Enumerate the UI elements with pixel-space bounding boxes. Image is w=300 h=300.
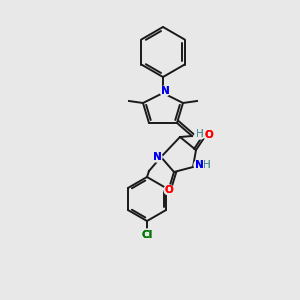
Text: N: N bbox=[195, 160, 203, 170]
Circle shape bbox=[141, 229, 153, 241]
Circle shape bbox=[204, 130, 214, 140]
Circle shape bbox=[164, 185, 174, 195]
Text: H: H bbox=[196, 129, 204, 139]
Text: N: N bbox=[160, 86, 169, 96]
Circle shape bbox=[195, 129, 205, 139]
Text: N: N bbox=[195, 160, 203, 170]
Text: O: O bbox=[165, 185, 173, 195]
Text: N: N bbox=[160, 86, 169, 96]
Text: N: N bbox=[153, 152, 161, 162]
Text: Cl: Cl bbox=[141, 230, 153, 240]
Text: O: O bbox=[205, 130, 213, 140]
Text: Cl: Cl bbox=[141, 230, 153, 240]
Circle shape bbox=[160, 86, 170, 96]
Text: H: H bbox=[196, 129, 204, 139]
Text: N: N bbox=[153, 152, 161, 162]
Text: O: O bbox=[165, 185, 173, 195]
Text: H: H bbox=[203, 160, 211, 170]
Circle shape bbox=[152, 152, 162, 162]
Text: O: O bbox=[205, 130, 213, 140]
Text: H: H bbox=[203, 160, 211, 170]
Circle shape bbox=[194, 160, 204, 170]
